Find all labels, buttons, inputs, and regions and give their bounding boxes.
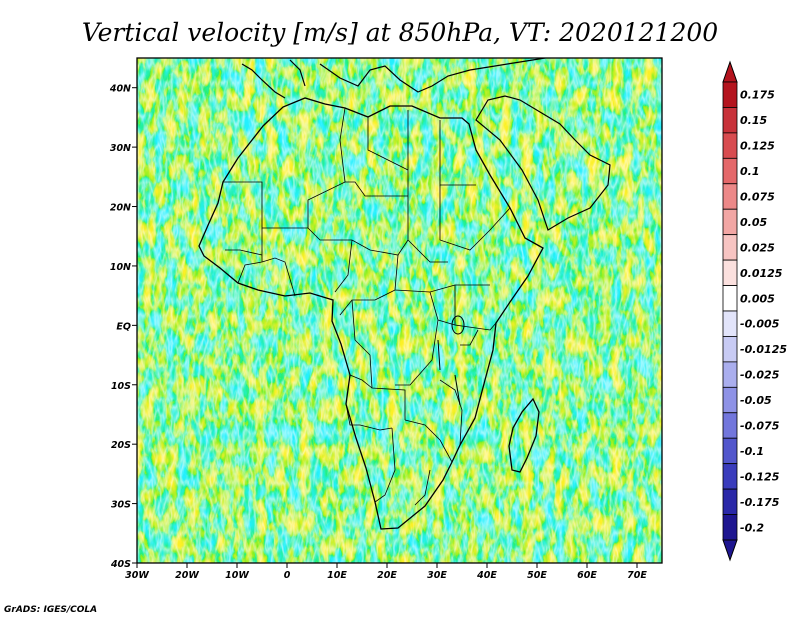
lat-tick-label: EQ — [116, 321, 131, 332]
colorbar-label: -0.0125 — [740, 343, 787, 356]
lon-tick-label: 20W — [175, 570, 199, 581]
colorbar-max-arrow — [722, 60, 738, 83]
arabia-coastline — [475, 95, 611, 231]
colorbar-label: 0.075 — [740, 191, 775, 204]
colorbar: 0.175 0.15 0.125 0.1 0.075 0.05 0.025 0.0125 0.0… — [722, 60, 787, 562]
colorbar-label: 0.125 — [740, 140, 775, 153]
colorbar-segment — [722, 412, 738, 439]
country-borders — [223, 107, 511, 506]
lon-tick-label: 10W — [225, 570, 249, 581]
colorbar-segment — [722, 463, 738, 490]
lon-tick-label: 10E — [327, 570, 347, 581]
lat-tick-label: 20S — [111, 440, 131, 451]
colorbar-segment — [722, 285, 738, 312]
colorbar-min-arrow — [722, 539, 738, 562]
colorbar-label: -0.1 — [740, 445, 764, 458]
colorbar-label: 0.05 — [740, 216, 767, 229]
colorbar-label: 0.175 — [740, 89, 775, 102]
lat-tick-label: 10N — [110, 262, 131, 273]
colorbar-segment — [722, 234, 738, 261]
map-frame — [136, 57, 663, 564]
colorbar-label: 0.025 — [740, 241, 775, 254]
madagascar-outline — [508, 397, 540, 473]
lat-tick-label: 30S — [111, 500, 131, 511]
colorbar-label: 0.005 — [740, 292, 775, 305]
lon-tick-label: 70E — [627, 570, 647, 581]
colorbar-label: 0.1 — [740, 165, 760, 178]
colorbar-segment — [722, 488, 738, 515]
colorbar-segment — [722, 386, 738, 414]
colorbar-label: 0.15 — [740, 114, 767, 127]
colorbar-segment — [722, 132, 738, 159]
colorbar-segment — [722, 107, 738, 134]
colorbar-segment — [722, 157, 738, 185]
colorbar-segment — [722, 208, 738, 236]
colorbar-label: -0.025 — [740, 369, 780, 382]
colorbar-segment — [722, 310, 738, 337]
colorbar-label: -0.175 — [740, 496, 780, 509]
lat-tick-label: 40S — [110, 559, 131, 570]
colorbar-label: 0.0125 — [740, 267, 783, 280]
lon-tick-label: 20E — [377, 570, 397, 581]
colorbar-segment — [722, 437, 738, 465]
colorbar-segment — [722, 514, 738, 541]
lon-tick-label: 60E — [577, 570, 597, 581]
lat-tick-label: 30N — [110, 143, 131, 154]
lon-tick-label: 30E — [427, 570, 447, 581]
africa-coastline — [198, 97, 544, 530]
velocity-streaks — [137, 58, 662, 563]
lon-tick-label: 50E — [527, 570, 547, 581]
grads-credit: GrADS: IGES/COLA — [4, 605, 97, 615]
chart-title: Vertical velocity [m/s] at 850hPa, VT: 2… — [82, 18, 718, 47]
colorbar-label: -0.075 — [740, 420, 780, 433]
colorbar-label: -0.2 — [740, 521, 764, 534]
colorbar-label: -0.005 — [740, 318, 780, 331]
colorbar-label: -0.05 — [740, 394, 772, 407]
lat-tick-label: 10S — [111, 381, 131, 392]
lon-tick-label: 0 — [284, 570, 291, 581]
lat-tick-label: 40N — [109, 84, 131, 95]
colorbar-segment — [722, 183, 738, 210]
colorbar-segment — [722, 81, 738, 108]
colorbar-segment — [722, 259, 738, 286]
map-panel — [136, 57, 663, 564]
lon-tick-label: 40E — [476, 570, 497, 581]
longitude-axis: 30W 20W 10W 0 10E 20E 30E 40E 50E 60E 70E — [125, 563, 647, 581]
europe-coastline — [241, 58, 546, 99]
colorbar-segment — [722, 336, 738, 363]
colorbar-label: -0.125 — [740, 470, 780, 483]
lakes — [437, 315, 465, 406]
latitude-axis: 40N 30N 20N 10N EQ 10S 20S 30S 40S — [109, 84, 137, 570]
lon-tick-label: 30W — [125, 570, 149, 581]
colorbar-segment — [722, 361, 738, 388]
lat-tick-label: 20N — [110, 203, 131, 214]
